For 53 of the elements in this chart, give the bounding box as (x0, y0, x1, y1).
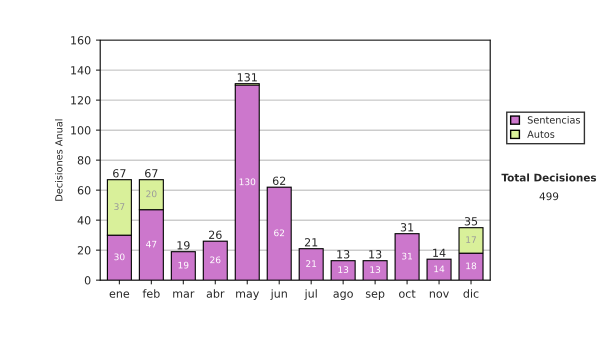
y-tick-label: 40 (78, 216, 90, 225)
data-label: 37 (114, 203, 124, 210)
x-tick-label: jul (304, 289, 317, 300)
text: Total Decisiones (501, 173, 596, 182)
data-label: 26 (210, 256, 220, 264)
data-label: 31 (402, 252, 412, 260)
x-tick-label: jun (270, 289, 287, 300)
y-tick-label: 20 (78, 246, 90, 255)
y-tick-label: 80 (78, 156, 90, 165)
legend-label: Autos (527, 130, 554, 138)
data-label: 62 (274, 229, 284, 236)
total-label: 31 (400, 223, 414, 232)
total-label: 67 (113, 169, 126, 178)
total-label: 21 (304, 238, 318, 246)
legend-label: Sentencias (528, 116, 580, 124)
x-tick-label: mar (173, 291, 194, 298)
x-tick-label: may (236, 291, 260, 300)
data-label: 130 (240, 178, 256, 186)
y-tick-label: 120 (71, 96, 90, 105)
total-label: 67 (145, 169, 158, 178)
x-tick-label: dic (464, 289, 478, 298)
data-label: 30 (114, 253, 125, 260)
x-tick-label: ene (110, 291, 130, 298)
total-label: 13 (369, 250, 382, 259)
data-label: 19 (178, 262, 188, 269)
data-label: 21 (306, 260, 316, 267)
total-label: 26 (209, 230, 222, 239)
total-label: 13 (337, 250, 350, 259)
data-label: 14 (434, 266, 444, 272)
total-label: 131 (238, 73, 257, 82)
x-tick-label: sep (366, 291, 384, 300)
total-label: 62 (272, 176, 286, 185)
y-tick-label: 0 (84, 276, 90, 285)
total-label: 14 (433, 248, 446, 257)
data-label: 13 (338, 266, 348, 274)
data-label: 20 (146, 190, 156, 198)
total-label: 19 (177, 241, 190, 250)
x-tick-label: abr (206, 289, 224, 298)
x-tick-label: nov (430, 291, 449, 298)
y-axis-title: Decisiones Anual (55, 119, 63, 201)
x-tick-label: feb (142, 289, 160, 298)
data-label: 47 (146, 240, 156, 248)
data-label: 17 (466, 236, 476, 243)
total-label: 35 (464, 217, 478, 226)
x-tick-label: oct (399, 290, 416, 298)
text: 499 (540, 192, 558, 200)
y-tick-label: 60 (78, 186, 90, 195)
x-tick-label: ago (333, 291, 353, 300)
y-tick-label: 100 (71, 126, 90, 135)
y-tick-label: 140 (71, 66, 90, 75)
y-tick-label: 160 (71, 36, 90, 44)
data-label: 18 (466, 262, 476, 270)
data-label: 13 (370, 266, 380, 274)
